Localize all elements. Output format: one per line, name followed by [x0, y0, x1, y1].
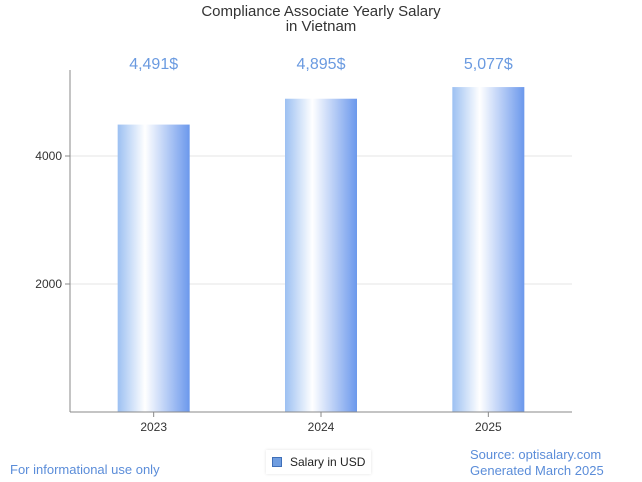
value-label: 4,491$ — [129, 56, 178, 73]
bar-2024 — [285, 98, 357, 412]
x-tick-label: 2024 — [308, 420, 335, 434]
legend: Salary in USD — [266, 450, 372, 474]
legend-swatch — [272, 457, 282, 467]
bar-2025 — [452, 87, 525, 413]
legend-label: Salary in USD — [290, 455, 366, 469]
bar-2023 — [117, 124, 190, 413]
y-tick-label: 4000 — [35, 149, 62, 163]
x-tick-label: 2025 — [475, 420, 502, 434]
value-label: 5,077$ — [464, 56, 513, 73]
generated-text: Generated March 2025 — [470, 463, 604, 478]
source-text: Source: optisalary.com — [470, 447, 602, 462]
value-label: 4,895$ — [297, 56, 346, 73]
chart-title-line-2: in Vietnam — [285, 18, 357, 35]
x-tick-label: 2023 — [140, 420, 167, 434]
source-block: Source: optisalary.com Generated March 2… — [470, 447, 604, 479]
disclaimer-text: For informational use only — [10, 462, 160, 477]
chart-title-line-1: Compliance Associate Yearly Salary — [201, 3, 441, 20]
y-tick-label: 2000 — [35, 277, 62, 291]
